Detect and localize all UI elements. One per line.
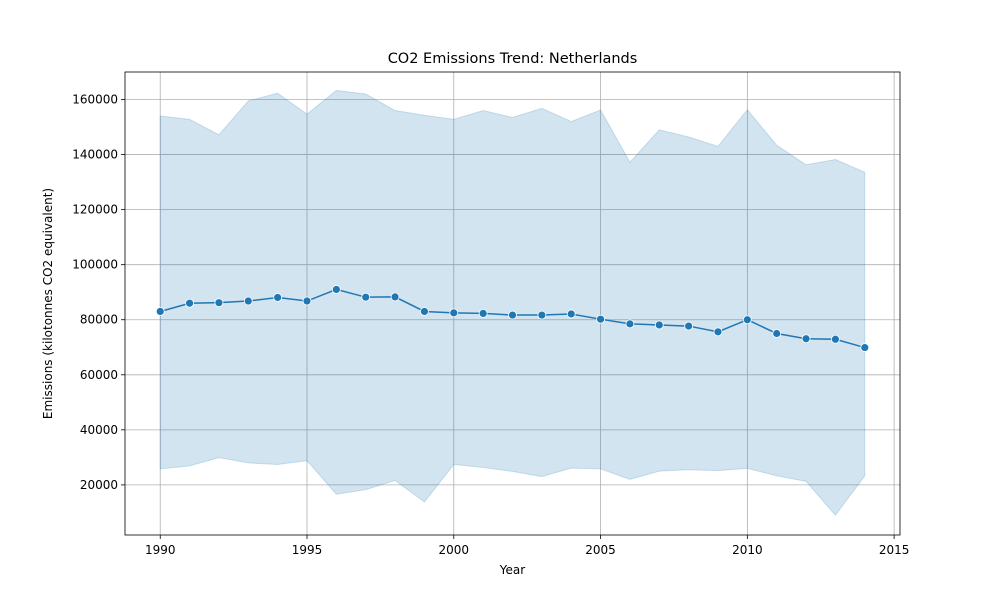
data-point: [831, 334, 840, 344]
y-axis-ticks: 20000 40000 60000 80000 100000 120000 140000 16…: [72, 93, 125, 492]
data-point: [214, 298, 224, 308]
data-point: [420, 307, 429, 316]
confidence-band: [159, 89, 866, 516]
x-tick-label: 1995: [292, 543, 323, 557]
x-tick-label: 2015: [879, 543, 910, 557]
data-point: [742, 315, 752, 325]
data-point: [508, 310, 517, 320]
data-point: [273, 293, 283, 302]
grid-lines: [125, 72, 900, 535]
x-tick-label: 2005: [585, 543, 616, 557]
data-point: [713, 327, 723, 337]
confidence-band-area: [159, 89, 866, 516]
y-tick-label: 120000: [72, 203, 118, 217]
chart-title: CO2 Emissions Trend: Netherlands: [388, 51, 638, 67]
y-tick-label: 100000: [72, 258, 118, 272]
data-point: [566, 309, 576, 319]
data-point: [596, 314, 605, 324]
x-tick-label: 1990: [145, 543, 176, 557]
data-point: [625, 319, 635, 329]
y-tick-label: 80000: [80, 313, 118, 327]
data-point: [155, 307, 165, 316]
data-point: [331, 285, 341, 294]
y-tick-label: 160000: [72, 93, 118, 107]
y-tick-label: 20000: [80, 478, 118, 492]
data-point: [185, 298, 194, 308]
x-tick-label: 2000: [439, 543, 470, 557]
data-point: [772, 329, 782, 338]
x-axis-ticks: 1990 1995 2000 2005 2010 2015: [145, 535, 909, 557]
data-point: [361, 292, 371, 302]
data-point: [860, 343, 870, 352]
data-point: [449, 308, 459, 318]
data-point: [390, 292, 400, 302]
data-point: [302, 296, 312, 306]
data-point: [654, 320, 664, 330]
plot-frame: [124, 71, 901, 536]
data-point: [684, 321, 694, 331]
x-axis-label: Year: [499, 563, 525, 577]
y-tick-label: 40000: [80, 423, 118, 437]
y-tick-label: 60000: [80, 368, 118, 382]
data-point: [537, 310, 547, 320]
data-points: [155, 285, 870, 352]
y-axis-label: Emissions (kilotonnes CO2 equivalent): [41, 188, 55, 419]
data-point: [478, 309, 488, 318]
data-point: [243, 296, 253, 306]
x-tick-label: 2010: [732, 543, 763, 557]
data-point: [801, 334, 811, 344]
y-tick-label: 140000: [72, 148, 118, 162]
